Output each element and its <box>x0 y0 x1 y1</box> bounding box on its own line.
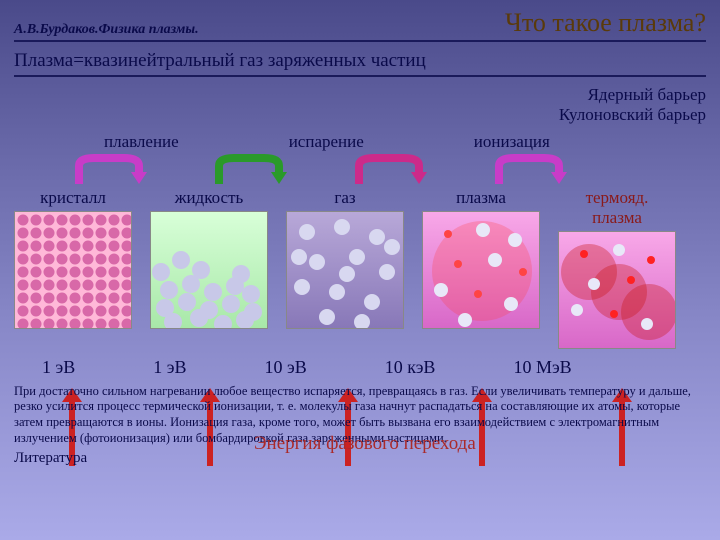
state-box-liquid <box>150 211 268 329</box>
transition-labels: плавление испарение ионизация <box>104 132 706 152</box>
curved-arrows-row <box>64 154 706 184</box>
state-box-wrap: термояд.плазма <box>558 188 676 349</box>
state-box-gas <box>286 211 404 329</box>
energy-value: 1 эВ <box>42 357 75 378</box>
state-label: жидкость <box>150 188 268 208</box>
state-boxes-row: кристалл жидкость газ плазма термояд.плазма <box>14 188 706 349</box>
state-label: термояд.плазма <box>558 188 676 228</box>
energy-value: 10 МэВ <box>513 357 571 378</box>
evaporation-label: испарение <box>289 132 364 152</box>
nuclear-barrier-label: Ядерный барьер <box>14 85 706 105</box>
state-box-fusion <box>558 231 676 349</box>
header: А.В.Бурдаков.Физика плазмы. Что такое пл… <box>14 8 706 42</box>
ionization-label: ионизация <box>474 132 550 152</box>
energy-value: 10 эВ <box>264 357 306 378</box>
plasma-definition: Плазма=квазинейтральный газ заряженных ч… <box>14 50 706 77</box>
phase-transition-energy-label: Энергия фазового перехода <box>254 432 476 456</box>
melting-arrow-icon <box>64 154 154 184</box>
melting-label: плавление <box>104 132 179 152</box>
state-label: газ <box>286 188 404 208</box>
state-label: кристалл <box>14 188 132 208</box>
state-box-wrap: газ <box>286 188 404 329</box>
state-box-crystal <box>14 211 132 329</box>
slide-content: А.В.Бурдаков.Физика плазмы. Что такое пл… <box>0 0 720 475</box>
energy-value: 1 эВ <box>153 357 186 378</box>
slide-title: Что такое плазма? <box>505 8 706 38</box>
state-label: плазма <box>422 188 540 208</box>
ionization-arrow-icon <box>344 154 434 184</box>
author-text: А.В.Бурдаков.Физика плазмы. <box>14 22 199 38</box>
description-paragraph: При достаточно сильном нагревании любое … <box>14 384 706 447</box>
energy-value: 10 кэВ <box>385 357 436 378</box>
state-box-wrap: плазма <box>422 188 540 329</box>
energy-values-row: 1 эВ 1 эВ 10 эВ 10 кэВ 10 МэВ <box>42 357 706 378</box>
state-box-wrap: кристалл <box>14 188 132 329</box>
fusion-arrow-icon <box>484 154 574 184</box>
state-box-wrap: жидкость <box>150 188 268 329</box>
evaporation-arrow-icon <box>204 154 294 184</box>
state-box-plasma <box>422 211 540 329</box>
barriers-labels: Ядерный барьер Кулоновский барьер <box>14 85 706 126</box>
coulomb-barrier-label: Кулоновский барьер <box>14 105 706 125</box>
